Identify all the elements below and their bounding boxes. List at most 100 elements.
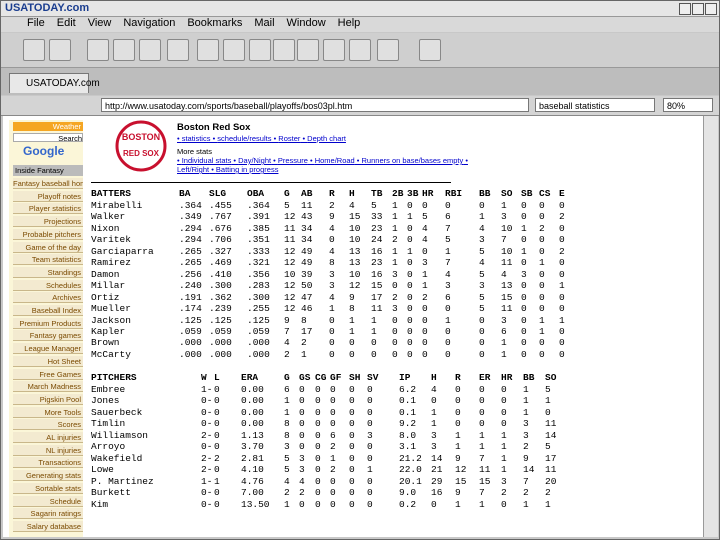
table-cell: 5 [545, 384, 551, 395]
link[interactable]: Depth chart [307, 134, 346, 143]
table-cell: 0 [315, 395, 321, 407]
table-cell: 1 [407, 211, 413, 223]
sidebar-link[interactable]: Fantasy games [13, 330, 83, 342]
weather[interactable]: Weather [13, 122, 83, 131]
maximize[interactable] [692, 3, 704, 15]
toolbar-button[interactable] [249, 39, 271, 61]
sidebar-link[interactable]: Playoff notes [13, 190, 83, 202]
link[interactable]: Runners on base/bases empty [361, 156, 464, 165]
sidebar-link[interactable]: Scores [13, 419, 83, 431]
sidebar-link[interactable]: League Manager [13, 343, 83, 355]
toolbar-button[interactable] [323, 39, 345, 61]
sidebar-link[interactable]: Archives [13, 292, 83, 304]
sidebar-link[interactable]: Projections [13, 216, 83, 228]
table-cell: 0 [455, 395, 461, 407]
table-cell: 0- [201, 406, 213, 418]
column-header: GS [299, 372, 311, 383]
toolbar-button[interactable] [223, 39, 245, 61]
sidebar-link[interactable]: Probable pitchers [13, 228, 83, 240]
minimize[interactable] [679, 3, 691, 15]
sidebar-link[interactable]: Pigskin Pool [13, 393, 83, 405]
menu-item[interactable]: View [87, 17, 112, 29]
scrollbar[interactable] [703, 116, 718, 537]
sidebar-link[interactable]: Sagarin ratings [13, 508, 83, 520]
zoom-field[interactable]: 80% [663, 98, 713, 112]
tab[interactable]: USATODAY.com [9, 73, 100, 93]
table-cell: 3 [422, 257, 428, 269]
table-cell: 0 [445, 337, 451, 349]
column-header: PITCHERS [91, 372, 137, 383]
table-cell: 0 [559, 291, 565, 303]
link[interactable]: statistics [181, 134, 211, 143]
table-cell: 0 [315, 418, 321, 430]
sidebar-link[interactable]: Fantasy baseball home [13, 178, 83, 189]
url-field[interactable]: http://www.usatoday.com/sports/baseball/… [101, 98, 529, 112]
link[interactable]: Roster [278, 134, 301, 143]
close[interactable] [705, 3, 717, 15]
toolbar-button[interactable] [197, 39, 219, 61]
table-cell: 1 [431, 418, 437, 430]
table-cell: 0 [479, 337, 485, 349]
menu-item[interactable]: Window [286, 17, 326, 29]
sidebar-link[interactable]: More Tools [13, 406, 83, 418]
toolbar-button[interactable] [349, 39, 371, 61]
link[interactable]: Home/Road [314, 156, 355, 165]
sidebar-link[interactable]: Player statistics [13, 203, 83, 215]
sidebar-link[interactable]: March Madness [13, 381, 83, 393]
toolbar-button[interactable] [49, 39, 71, 61]
table-cell: .294 [179, 222, 202, 234]
table-cell: .364 [179, 200, 202, 211]
link[interactable]: Batting in progress [215, 165, 279, 174]
table-cell: .059 [179, 325, 202, 337]
sidebar-link[interactable]: Baseball Index [13, 305, 83, 316]
table-cell: 0 [349, 452, 355, 464]
sidebar-link[interactable]: Team statistics [13, 254, 83, 266]
toolbar-button[interactable] [23, 39, 45, 61]
table-cell: 1 [501, 348, 507, 360]
toolbar-button[interactable] [113, 39, 135, 61]
search-button[interactable]: Search [13, 133, 83, 143]
table-cell: 2 [301, 337, 307, 349]
table-cell: .239 [209, 303, 232, 315]
link[interactable]: Individual stats [181, 156, 232, 165]
link[interactable]: schedule/results [217, 134, 272, 143]
link[interactable]: Left/Right [177, 165, 210, 174]
menu-item[interactable]: Mail [254, 17, 275, 29]
toolbar-button[interactable] [419, 39, 441, 61]
search-field[interactable]: baseball statistics [535, 98, 655, 112]
sidebar-link[interactable]: Game of the day [13, 241, 83, 253]
link[interactable]: Day/Night [238, 156, 272, 165]
column-header: BB [523, 372, 535, 383]
sidebar-link[interactable]: Salary database [13, 520, 83, 532]
toolbar-button[interactable] [297, 39, 319, 61]
menu-item[interactable]: Navigation [123, 17, 176, 29]
sidebar-link[interactable]: Hot Sheet [13, 355, 83, 367]
menu-item[interactable]: Bookmarks [187, 17, 243, 29]
sidebar-link[interactable]: NL injuries [13, 444, 83, 456]
table-cell: McCarty [91, 348, 131, 360]
menu-item[interactable]: Edit [56, 17, 76, 29]
menu-item[interactable]: File [27, 17, 45, 29]
table-cell: 0 [392, 280, 398, 292]
sidebar-link[interactable]: AL injuries [13, 432, 83, 443]
sidebar-link[interactable]: Generating stats [13, 470, 83, 482]
toolbar-button[interactable] [377, 39, 399, 61]
table-cell: 5 [371, 200, 377, 211]
toolbar-button[interactable] [87, 39, 109, 61]
toolbar-button[interactable] [167, 39, 189, 61]
sidebar-link[interactable]: Schedules [13, 279, 83, 291]
table-cell: 14 [523, 464, 535, 476]
table-cell: 0 [367, 395, 373, 407]
toolbar-button[interactable] [273, 39, 295, 61]
menu-item[interactable]: Help [337, 17, 361, 29]
sidebar-link[interactable]: Transactions [13, 457, 83, 469]
sidebar-link[interactable]: Sortable stats [13, 482, 83, 494]
sidebar-link[interactable]: Standings [13, 266, 83, 278]
toolbar-button[interactable] [139, 39, 161, 61]
sidebar-link[interactable]: Premium Products [13, 317, 83, 329]
sidebar-link[interactable]: Free Games [13, 368, 83, 380]
link[interactable]: Pressure [277, 156, 308, 165]
menu-bar: File Edit View Navigation Bookmarks Mail Windo… [1, 17, 719, 32]
sidebar-link[interactable]: Schedule [13, 495, 83, 507]
table-cell: 1 [422, 280, 428, 292]
